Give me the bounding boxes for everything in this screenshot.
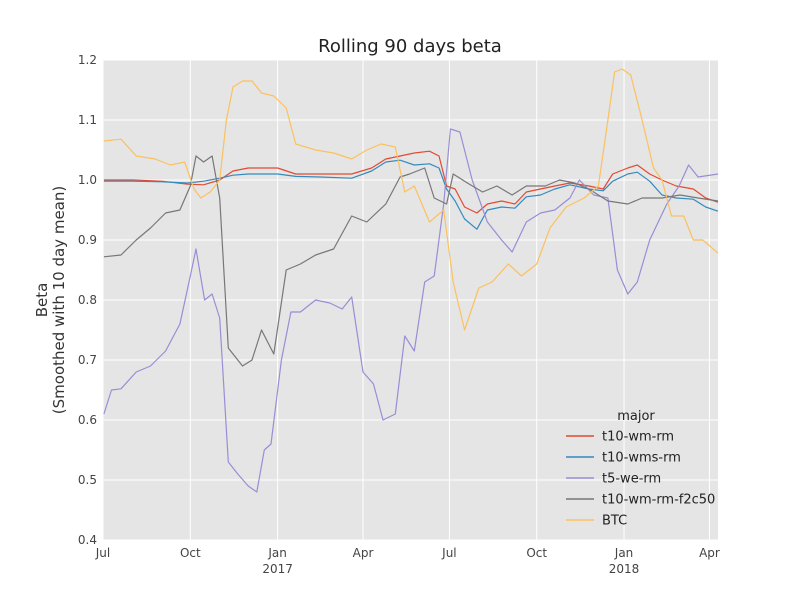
y-tick-label: 0.4 xyxy=(78,533,97,547)
x-tick-label: Jan xyxy=(614,546,634,560)
series-line-t10-wms-rm xyxy=(103,159,719,230)
legend: major t10-wm-rm t10-wms-rm t5-we-rm t10-wm-… xyxy=(566,409,715,529)
tick-layer: 0.4 0.5 0.6 0.7 0.8 0.9 1.0 1.1 1.2 Jul Oct Jan 2017… xyxy=(78,53,720,576)
y-axis-sublabel: (Smoothed with 10 day mean) xyxy=(50,186,68,414)
x-tick-year-label: 2018 xyxy=(609,562,640,576)
legend-label: t10-wms-rm xyxy=(602,451,681,466)
x-tick-label: Jan xyxy=(267,546,287,560)
series-line-t10-wm-rm xyxy=(103,150,719,214)
chart-title: Rolling 90 days beta xyxy=(318,36,502,57)
y-tick-label: 0.8 xyxy=(78,293,97,307)
legend-label: BTC xyxy=(602,514,627,529)
legend-label: t5-we-rm xyxy=(602,472,661,487)
series-layer xyxy=(103,68,719,493)
x-tick-label: Jul xyxy=(95,546,110,560)
grid-layer xyxy=(102,59,718,541)
x-tick-label: Jul xyxy=(441,546,456,560)
y-tick-label: 0.7 xyxy=(78,353,97,367)
legend-label: t10-wm-rm-f2c50 xyxy=(602,493,715,508)
y-tick-label: 0.5 xyxy=(78,473,97,487)
y-axis-label: Beta xyxy=(33,283,51,318)
y-tick-label: 1.0 xyxy=(78,173,97,187)
y-tick-label: 0.9 xyxy=(78,233,97,247)
x-tick-label: Oct xyxy=(526,546,547,560)
x-tick-label: Oct xyxy=(180,546,201,560)
x-tick-year-label: 2017 xyxy=(262,562,293,576)
x-tick-label: Apr xyxy=(699,546,720,560)
y-tick-label: 1.2 xyxy=(78,53,97,67)
y-tick-label: 1.1 xyxy=(78,113,97,127)
x-tick-label: Apr xyxy=(353,546,374,560)
series-line-t10-wm-rm-f2c50 xyxy=(103,155,719,367)
series-line-BTC xyxy=(103,68,719,331)
y-tick-label: 0.6 xyxy=(78,413,97,427)
legend-title: major xyxy=(617,409,655,424)
series-line-t5-we-rm xyxy=(103,128,719,493)
legend-label: t10-wm-rm xyxy=(602,430,674,445)
